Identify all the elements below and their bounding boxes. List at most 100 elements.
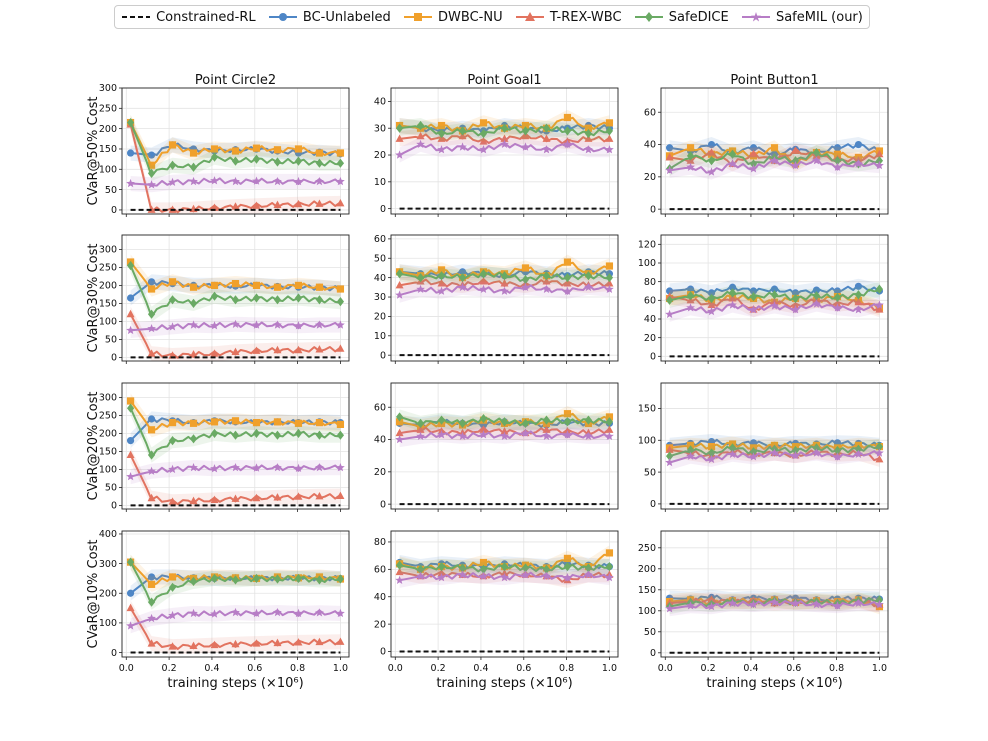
- data-point: [563, 139, 572, 148]
- data-point: [210, 176, 219, 185]
- data-point: [273, 463, 282, 472]
- data-point: [336, 176, 345, 186]
- data-point: [294, 176, 303, 186]
- x-axis-label: training steps (×10⁶): [706, 676, 842, 691]
- x-tick-label: 0.8: [829, 663, 844, 674]
- data-point: [315, 295, 324, 305]
- data-point: [416, 273, 425, 283]
- data-point: [294, 463, 303, 472]
- data-point: [147, 309, 156, 319]
- data-point: [231, 575, 240, 585]
- data-point: [458, 418, 467, 428]
- plot-area: [122, 531, 349, 657]
- panel-frame: [390, 382, 619, 510]
- data-point: [854, 449, 863, 458]
- data-point: [395, 575, 404, 584]
- data-point: [749, 599, 758, 609]
- panel-frame: [660, 382, 889, 510]
- data-point: [686, 291, 695, 301]
- data-point: [605, 549, 614, 557]
- data-point: [479, 413, 488, 424]
- data-point: [147, 493, 156, 502]
- data-point: [584, 415, 593, 425]
- data-point: [189, 176, 198, 186]
- data-point: [252, 428, 261, 438]
- data-point: [812, 443, 821, 453]
- data-point: [521, 563, 530, 573]
- legend-item-safedice: SafeDICE: [634, 10, 729, 25]
- data-point: [707, 293, 716, 304]
- data-point: [395, 281, 404, 289]
- data-point: [458, 268, 467, 276]
- data-point: [833, 144, 842, 152]
- data-point: [686, 285, 695, 293]
- y-tick-label: 0: [650, 648, 656, 659]
- data-point: [479, 137, 488, 145]
- y-tick-label: 0: [380, 350, 386, 361]
- data-point: [294, 321, 303, 330]
- panel: 0.0 0.2 0.4 0.6 0.8 1.0 0 20 40 60 80: [374, 530, 619, 674]
- data-point: [437, 286, 446, 295]
- legend-item-safemil: SafeMIL (our): [741, 10, 863, 25]
- series-band: [130, 274, 341, 306]
- data-point: [728, 294, 737, 302]
- data-point: [563, 113, 572, 122]
- panel: 0 50 100 150 200 250 300: [99, 382, 350, 512]
- data-point: [749, 305, 758, 314]
- legend-label: BC-Unlabeled: [302, 9, 391, 25]
- data-point: [479, 277, 488, 285]
- legend-circle-marker-icon: [268, 13, 297, 21]
- legend: Constrained-RL BC-Unlabeled DWBC-NU T-RE…: [114, 5, 870, 29]
- panel: 0 20 40 60: [374, 382, 619, 512]
- data-point: [189, 283, 198, 291]
- data-point: [875, 160, 884, 170]
- data-point: [252, 144, 261, 152]
- y-tick-label: 100: [99, 164, 117, 175]
- data-point: [147, 151, 156, 159]
- data-point: [665, 287, 674, 295]
- data-point: [189, 463, 198, 472]
- panel: 0 50 100 150 200 250 300: [99, 234, 350, 364]
- y-tick-label: 300: [99, 245, 117, 256]
- data-point: [791, 450, 800, 460]
- data-point: [189, 350, 198, 358]
- data-point: [395, 290, 404, 299]
- plot-area: [391, 383, 618, 509]
- series-band: [130, 447, 341, 509]
- data-point: [168, 464, 177, 474]
- data-point: [749, 292, 758, 302]
- data-point: [210, 609, 219, 618]
- data-point: [189, 641, 198, 650]
- data-point: [605, 126, 614, 136]
- data-point: [252, 463, 261, 472]
- data-point: [210, 321, 219, 330]
- y-tick-label: 0: [111, 648, 117, 659]
- data-point: [563, 417, 572, 427]
- y-tick-label: 0: [650, 204, 656, 215]
- x-tick-label: 0.4: [204, 663, 219, 674]
- data-point: [147, 278, 156, 286]
- y-tick-label: 40: [644, 314, 656, 325]
- data-point: [189, 496, 198, 505]
- y-tick-label: 200: [99, 124, 117, 135]
- data-point: [189, 162, 198, 172]
- y-tick-label: 150: [99, 447, 117, 458]
- data-point: [521, 570, 530, 579]
- y-tick-label: 20: [374, 619, 386, 630]
- data-point: [500, 271, 509, 281]
- data-point: [252, 419, 261, 427]
- data-point: [707, 140, 716, 149]
- data-point: [707, 148, 716, 156]
- data-point: [294, 608, 303, 618]
- data-point: [315, 430, 324, 440]
- y-tick-label: 50: [644, 467, 656, 478]
- data-point: [875, 305, 884, 313]
- data-point: [563, 554, 572, 562]
- data-point: [458, 282, 467, 292]
- data-point: [416, 120, 425, 131]
- y-tick-label: 80: [644, 277, 656, 288]
- data-point: [252, 493, 261, 502]
- series-band: [130, 115, 341, 181]
- data-point: [686, 303, 695, 312]
